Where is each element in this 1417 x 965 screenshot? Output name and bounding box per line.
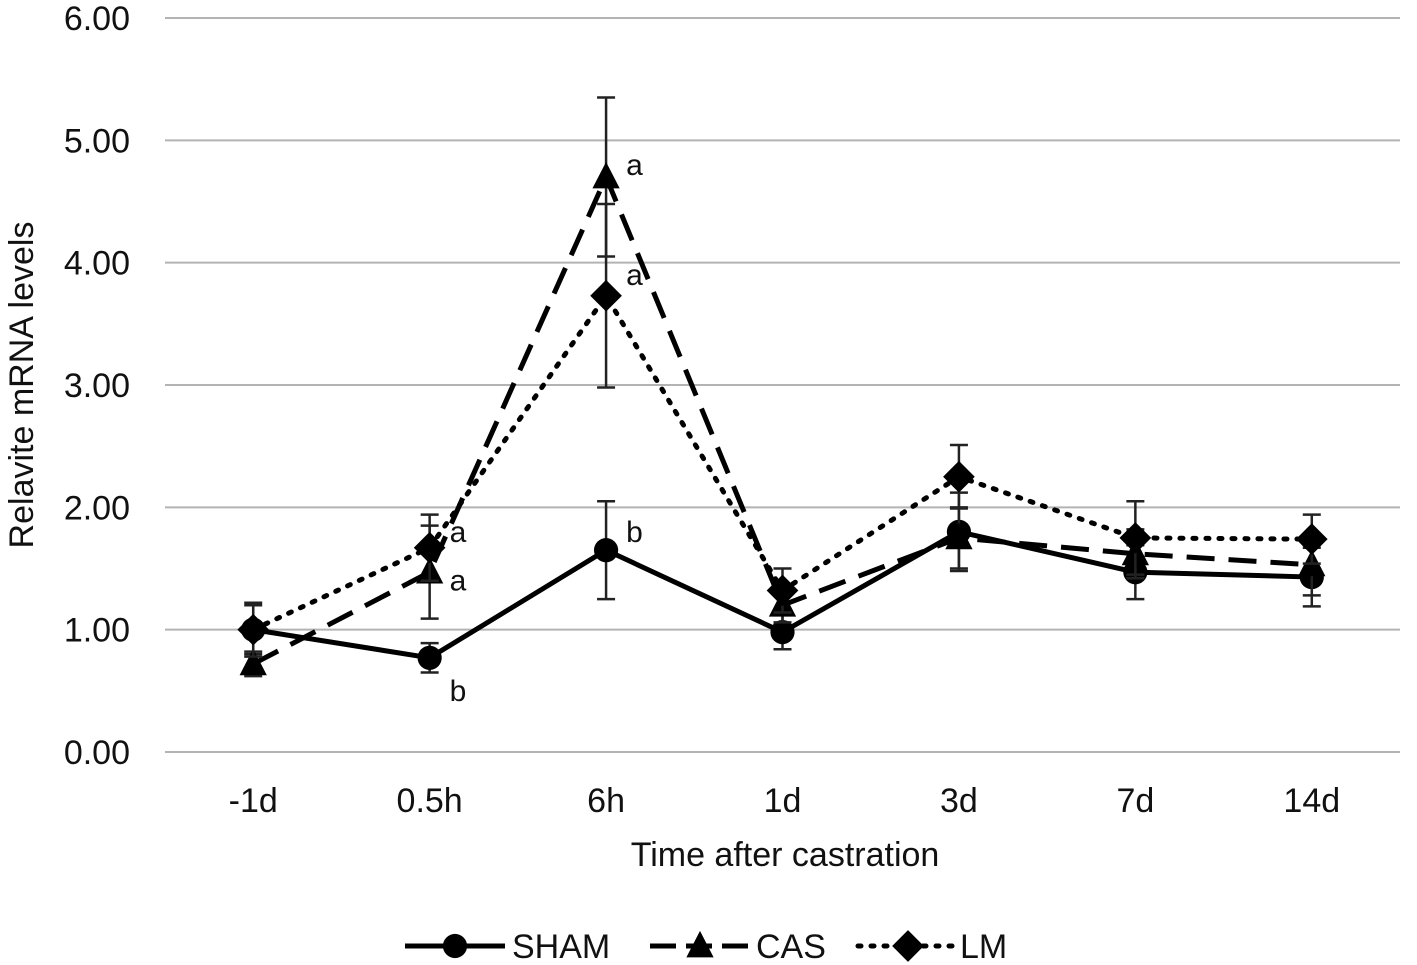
y-axis-title: Relavite mRNA levels [3,222,41,549]
marker-circle [417,645,442,670]
legend-label: SHAM [512,928,610,965]
marker-circle [770,620,795,645]
y-axis-ticks: 0.00 1.00 2.00 3.00 4.00 5.00 6.00 [64,0,130,772]
marker-diamond [1119,522,1152,554]
x-axis-ticks: -1d 0.5h 6h 1d 3d 7d 14d [229,782,1341,820]
x-tick-label: 7d [1116,782,1154,820]
significance-label: a [450,565,467,598]
marker-circle [442,933,468,959]
y-tick-label: 3.00 [64,367,130,405]
y-tick-label: 6.00 [64,0,130,38]
legend: SHAM CAS LM [405,928,1007,965]
legend-item-cas: CAS [650,928,826,965]
significance-label: b [626,516,643,549]
x-tick-label: -1d [229,782,278,820]
gridlines [165,17,1400,753]
marker-circle [593,538,619,563]
marker-triangle [239,648,267,676]
legend-label: CAS [756,928,826,965]
significance-label: a [626,149,643,182]
x-axis-title: Time after castration [631,836,940,874]
marker-diamond [413,531,446,564]
marker-triangle [945,522,973,550]
y-tick-label: 4.00 [64,245,130,283]
marker-diamond [237,613,270,646]
marker-triangle [686,930,714,958]
y-tick-label: 1.00 [64,612,130,650]
marker-diamond [766,574,799,607]
marker-triangle [592,161,620,189]
marker-diamond [1295,523,1328,555]
y-tick-label: 2.00 [64,489,130,527]
legend-label: LM [960,928,1007,965]
x-tick-label: 3d [940,782,978,820]
x-tick-label: 0.5h [397,782,463,820]
y-tick-label: 0.00 [64,734,130,772]
series-lm [237,202,1328,658]
y-tick-label: 5.00 [64,122,130,160]
significance-label: a [450,516,467,549]
x-tick-label: 1d [764,782,802,820]
marker-diamond [943,460,975,493]
legend-item-sham: SHAM [405,928,610,965]
significance-label: a [626,259,643,292]
legend-item-lm: LM [855,928,1007,965]
marker-diamond [892,930,924,962]
series-layer [237,96,1328,678]
x-tick-label: 6h [587,782,625,820]
marker-diamond [590,279,622,312]
x-tick-label: 14d [1283,782,1340,820]
significance-label: b [450,675,467,708]
